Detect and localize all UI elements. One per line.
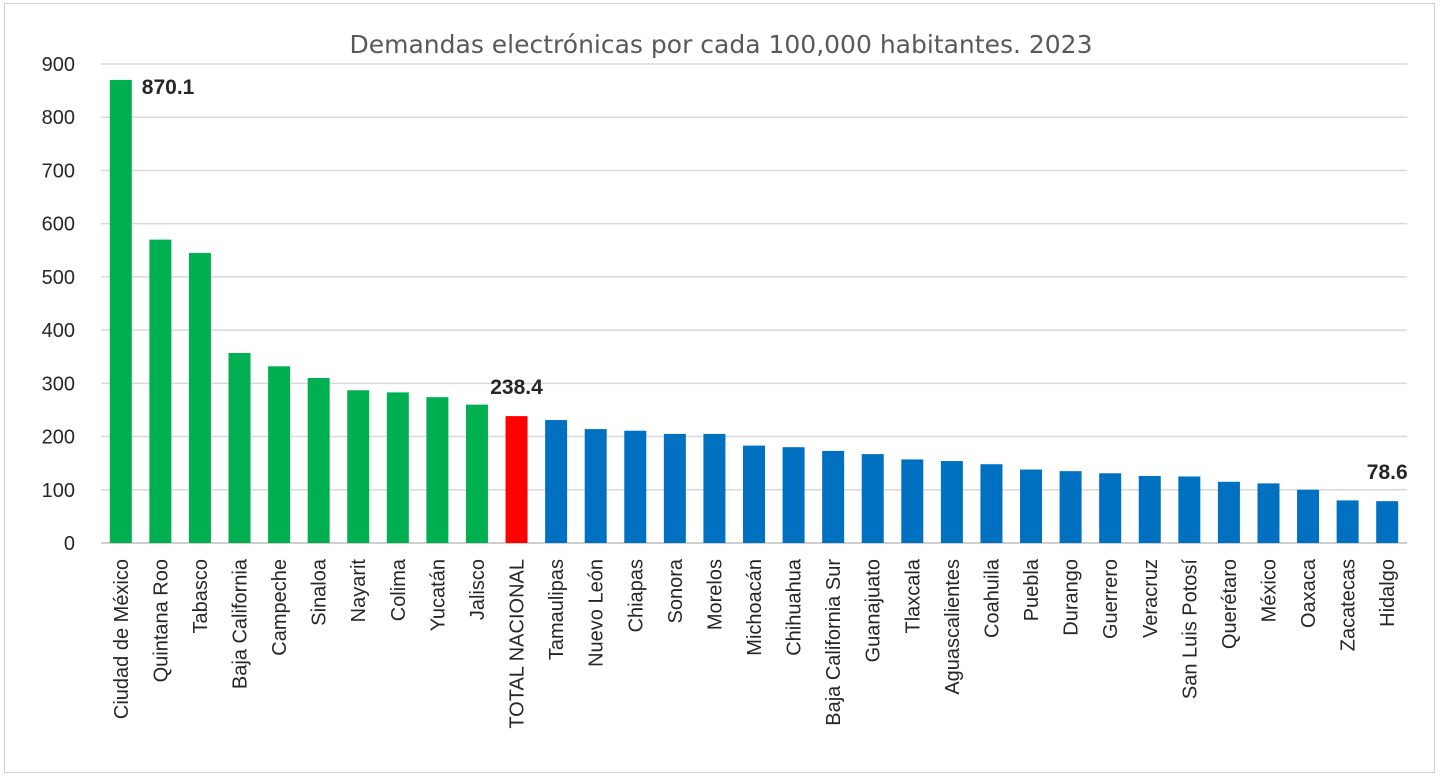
data-label: 78.6: [1367, 461, 1408, 484]
x-tick-label: Veracruz: [1140, 559, 1162, 638]
x-axis-ticks: Ciudad de México Quintana Roo Tabasco Baja …: [111, 558, 1399, 729]
bar: [149, 239, 172, 543]
x-tick-label: Durango: [1061, 559, 1083, 636]
y-tick-label: 400: [42, 320, 75, 342]
bar: [426, 397, 449, 543]
x-tick-label: Nayarit: [348, 559, 370, 623]
y-tick-label: 300: [42, 373, 75, 395]
x-tick-label: Jalisco: [467, 559, 489, 620]
x-tick-label: Quintana Roo: [150, 559, 172, 682]
x-tick-label: Zacatecas: [1338, 559, 1360, 651]
x-tick-label: Guerrero: [1100, 559, 1122, 639]
y-tick-label: 500: [42, 267, 75, 289]
x-tick-label: TOTAL NACIONAL: [507, 559, 529, 729]
bar: [1020, 469, 1043, 543]
bar: [1138, 475, 1161, 543]
x-tick-label: Campeche: [269, 559, 291, 656]
x-tick-label: Chihuahua: [784, 558, 806, 656]
bar: [1099, 473, 1122, 543]
x-tick-label: Aguascalientes: [942, 559, 964, 695]
x-tick-label: Morelos: [704, 559, 726, 630]
x-tick-label: Yucatán: [427, 559, 449, 631]
chart-frame: Demandas electrónicas por cada 100,000 h…: [4, 3, 1435, 773]
bar: [980, 464, 1003, 543]
x-tick-label: Hidalgo: [1377, 559, 1399, 627]
bar: [584, 429, 607, 543]
bar: [188, 252, 211, 543]
bar: [901, 459, 924, 543]
y-tick-label: 100: [42, 480, 75, 502]
bar: [703, 433, 726, 543]
x-tick-label: Nuevo León: [586, 559, 608, 667]
y-tick-label: 900: [42, 54, 75, 76]
y-tick-label: 0: [64, 533, 75, 555]
bar: [268, 366, 291, 543]
y-tick-label: 800: [42, 107, 75, 129]
bar: [1336, 500, 1359, 543]
x-tick-label: México: [1258, 559, 1280, 622]
x-tick-label: Baja California Sur: [823, 559, 845, 726]
bar: [743, 445, 765, 543]
x-tick-label: Oaxaca: [1298, 558, 1320, 628]
bar: [1178, 476, 1201, 543]
bar: [1217, 481, 1240, 543]
y-tick-label: 600: [42, 214, 75, 236]
bar-layer: [109, 79, 1399, 543]
bar: [782, 447, 805, 543]
chart-svg: Demandas electrónicas por cada 100,000 h…: [42, 30, 1408, 729]
bar: [940, 461, 963, 543]
bar: [386, 392, 409, 543]
data-label-layer: 870.1 238.4 78.6: [142, 76, 1408, 484]
bar: [624, 430, 647, 543]
x-tick-label: Coahuila: [981, 558, 1003, 638]
bar: [347, 390, 370, 543]
x-tick-label: Tabasco: [190, 559, 212, 634]
bar: [663, 433, 686, 543]
x-tick-label: Puebla: [1021, 558, 1043, 621]
x-tick-label: Sinaloa: [309, 558, 331, 626]
bar: [228, 352, 251, 543]
x-tick-label: Sonora: [665, 558, 687, 623]
bar: [545, 420, 568, 543]
y-tick-label: 200: [42, 427, 75, 449]
bar: [109, 79, 132, 543]
x-tick-label: Tlaxcala: [902, 558, 924, 633]
bar: [307, 378, 330, 543]
bar: [1059, 471, 1082, 543]
y-axis-ticks: 0 100 200 300 400 500 600 700 800 900: [42, 54, 75, 555]
x-tick-label: Tamaulipas: [546, 559, 568, 660]
bar: [822, 450, 845, 543]
x-tick-label: Querétaro: [1219, 559, 1241, 649]
bar: [465, 404, 488, 543]
x-tick-label: San Luis Potosí: [1179, 559, 1201, 700]
bar: [1257, 483, 1280, 543]
x-tick-label: Colima: [388, 558, 410, 621]
bar: [505, 416, 528, 543]
x-tick-label: Ciudad de México: [111, 559, 133, 719]
bar: [1376, 501, 1399, 543]
x-tick-label: Guanajuato: [863, 559, 885, 662]
bar: [861, 454, 884, 543]
chart-title: Demandas electrónicas por cada 100,000 h…: [349, 30, 1092, 59]
data-label: 870.1: [142, 76, 195, 99]
bar: [1297, 489, 1320, 543]
x-tick-label: Michoacán: [744, 559, 766, 656]
data-label: 238.4: [490, 376, 543, 399]
x-tick-label: Chiapas: [625, 559, 647, 632]
y-tick-label: 700: [42, 160, 75, 182]
x-tick-label: Baja California: [230, 558, 252, 689]
